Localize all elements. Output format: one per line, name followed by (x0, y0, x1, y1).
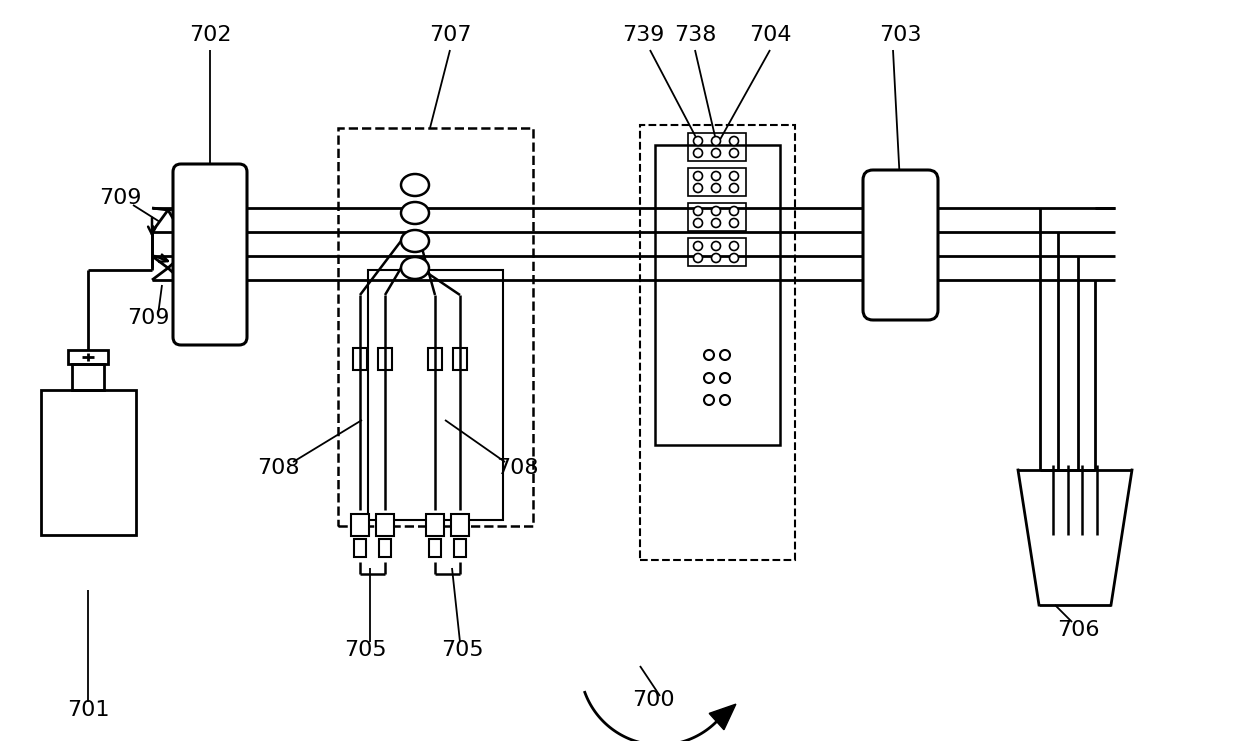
Bar (368, 270, 503, 520)
Circle shape (720, 395, 730, 405)
Bar (427, 514, 444, 536)
Bar (72, 364, 104, 390)
FancyBboxPatch shape (863, 170, 937, 320)
Text: 703: 703 (879, 25, 921, 45)
Circle shape (729, 171, 739, 181)
Circle shape (693, 242, 703, 250)
Bar (376, 514, 394, 536)
Bar (454, 539, 466, 557)
Bar (688, 133, 746, 161)
Bar (429, 539, 441, 557)
Circle shape (712, 207, 720, 216)
Text: 700: 700 (631, 690, 675, 710)
Bar (68, 350, 108, 364)
Text: 706: 706 (1056, 620, 1099, 640)
Ellipse shape (401, 230, 429, 252)
Bar (378, 348, 392, 370)
Bar (688, 203, 746, 231)
Bar (41, 390, 136, 535)
Bar (688, 238, 746, 266)
Bar (351, 514, 370, 536)
Bar (353, 539, 366, 557)
Text: 702: 702 (188, 25, 231, 45)
Circle shape (693, 219, 703, 227)
Bar (193, 196, 226, 211)
Bar (688, 168, 746, 196)
Circle shape (693, 207, 703, 216)
Ellipse shape (401, 174, 429, 196)
Bar (640, 125, 795, 560)
Text: 709: 709 (126, 308, 169, 328)
Circle shape (720, 350, 730, 360)
FancyBboxPatch shape (174, 164, 247, 345)
Bar (353, 348, 367, 370)
Bar (428, 348, 441, 370)
Circle shape (693, 136, 703, 145)
Circle shape (729, 219, 739, 227)
Text: 708: 708 (496, 458, 538, 478)
Circle shape (712, 219, 720, 227)
Circle shape (712, 184, 720, 193)
Polygon shape (709, 704, 735, 730)
Text: 738: 738 (673, 25, 717, 45)
Ellipse shape (401, 257, 429, 279)
Circle shape (704, 395, 714, 405)
Ellipse shape (401, 202, 429, 224)
Text: 708: 708 (257, 458, 299, 478)
Bar (379, 539, 391, 557)
Circle shape (729, 207, 739, 216)
Circle shape (693, 184, 703, 193)
Circle shape (693, 253, 703, 262)
Bar (655, 145, 780, 445)
Circle shape (712, 136, 720, 145)
Bar (339, 128, 533, 526)
Circle shape (693, 171, 703, 181)
Circle shape (729, 148, 739, 158)
Circle shape (704, 373, 714, 383)
Circle shape (693, 148, 703, 158)
Text: 707: 707 (429, 25, 471, 45)
Circle shape (712, 242, 720, 250)
Bar (451, 514, 469, 536)
Text: 709: 709 (99, 188, 141, 208)
Circle shape (712, 171, 720, 181)
Circle shape (729, 253, 739, 262)
Text: 705: 705 (343, 640, 387, 660)
Text: 701: 701 (67, 700, 109, 720)
Bar (882, 240, 918, 253)
Circle shape (729, 136, 739, 145)
Text: 704: 704 (749, 25, 791, 45)
Text: 705: 705 (440, 640, 484, 660)
Circle shape (729, 184, 739, 193)
Circle shape (704, 350, 714, 360)
Bar (453, 348, 467, 370)
Circle shape (729, 242, 739, 250)
Circle shape (712, 253, 720, 262)
Circle shape (712, 148, 720, 158)
Text: 739: 739 (621, 25, 665, 45)
Circle shape (720, 373, 730, 383)
